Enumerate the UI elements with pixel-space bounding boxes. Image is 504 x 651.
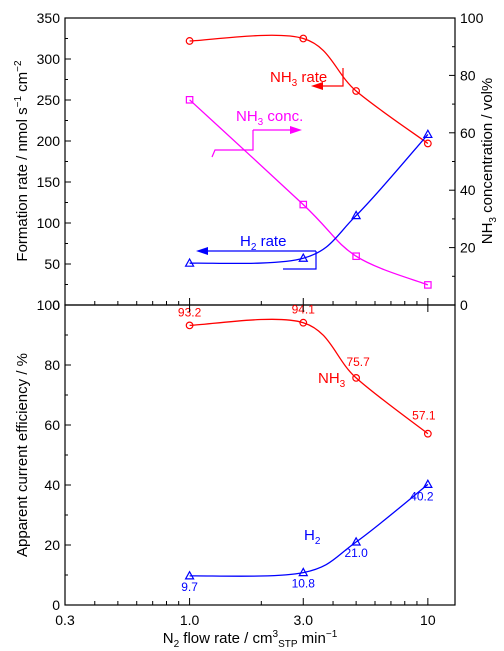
y-tick-label-bottom-3: 60 <box>44 417 60 433</box>
data-point-2-2 <box>351 210 362 220</box>
data-point-0-2 <box>352 374 361 382</box>
y-axis-title-top: Formation rate / nmol s−1 cm−2 <box>13 60 31 262</box>
data-label-1-1: 10.8 <box>292 577 316 591</box>
series-line-0 <box>189 318 429 435</box>
data-point-1-0 <box>185 95 194 104</box>
nh3-conc-arrowhead <box>290 126 302 134</box>
top-annotations: NH3 rate NH3 conc. H2 rate <box>196 68 344 270</box>
y-tick-label-bottom-2: 40 <box>44 477 60 493</box>
annotation-h2-rate: H2 rate <box>240 233 286 253</box>
data-point-1-3 <box>424 281 432 289</box>
y-tick-label-bottom-1: 20 <box>44 537 60 553</box>
data-point-2-1 <box>298 252 309 262</box>
y-tick-label-bottom-4: 80 <box>44 357 60 373</box>
chart-ticks: 0501001502002503003500204060801000204060… <box>37 10 484 628</box>
y2-axis-title: NH3 concentration / vol% <box>479 78 499 244</box>
data-point-0-3 <box>423 429 432 438</box>
y2-tick-label-0: 0 <box>460 297 468 313</box>
h2-rate-arrow <box>283 251 317 270</box>
data-point-0-0 <box>185 321 194 330</box>
chart-marks: 93.2 94.175.757.19.7 10.821.040.2 <box>178 34 436 594</box>
data-point-1-1 <box>299 200 308 209</box>
y2-tick-label-1: 20 <box>460 240 476 256</box>
bottom-plot-frame <box>64 304 456 606</box>
y-tick-label-top-5: 250 <box>37 92 61 108</box>
data-point-1-1 <box>298 567 309 577</box>
annotation-h2: H2 <box>304 527 321 547</box>
y-tick-label-top-1: 50 <box>44 256 60 272</box>
annotation-nh3: NH3 <box>318 370 346 390</box>
series-line-0 <box>189 34 429 145</box>
data-point-0-3 <box>423 139 432 148</box>
y-tick-label-top-0: 0 <box>52 297 60 313</box>
nh3-rate-arrow <box>323 68 344 87</box>
nh3-conc-arrow <box>211 130 254 158</box>
data-point-1-2 <box>352 252 360 261</box>
data-point-0-1 <box>299 318 308 327</box>
data-point-1-2 <box>351 536 362 546</box>
series-line-2 <box>189 133 429 265</box>
x-tick-label-3: 10 <box>420 612 436 628</box>
data-point-0-0 <box>185 37 194 45</box>
top-plot-frame <box>64 17 456 306</box>
data-point-2-3 <box>422 129 433 139</box>
data-point-1-3 <box>422 478 433 488</box>
annotation-nh3-conc: NH3 conc. <box>236 108 303 128</box>
data-point-0-2 <box>352 87 361 95</box>
nh3-rate-arrowhead <box>311 82 323 90</box>
data-label-0-3: 57.1 <box>412 409 436 423</box>
h2-rate-arrowhead <box>196 247 208 255</box>
data-label-0-2: 75.7 <box>346 355 370 369</box>
x-tick-label-2: 3.0 <box>294 612 314 628</box>
y-tick-label-bottom-5: 100 <box>37 297 61 313</box>
y-axis-title-bottom: Apparent current efficiency / % <box>14 353 31 557</box>
data-label-1-2: 21.0 <box>344 546 368 560</box>
data-point-2-0 <box>184 257 195 267</box>
y-tick-label-bottom-0: 0 <box>52 597 60 613</box>
data-label-0-0: 93.2 <box>178 305 202 319</box>
y-tick-label-top-2: 100 <box>37 215 61 231</box>
x-tick-label-1: 1.0 <box>180 612 200 628</box>
y2-tick-label-5: 100 <box>460 10 484 26</box>
data-point-0-1 <box>299 34 308 43</box>
y-tick-label-top-6: 300 <box>37 51 61 67</box>
data-label-1-3: 40.2 <box>410 489 434 503</box>
series-line-1 <box>189 99 429 286</box>
data-point-1-0 <box>184 570 195 580</box>
y2-tick-label-2: 40 <box>460 182 476 198</box>
y2-tick-label-3: 60 <box>460 125 476 141</box>
x-axis-title: N2 flow rate / cm3STP min−1 <box>163 629 338 650</box>
annotation-nh3-rate: NH3 rate <box>270 69 327 89</box>
bottom-annotations: NH3 H2 <box>304 370 346 547</box>
series-line-1 <box>189 483 429 577</box>
y-tick-label-top-3: 150 <box>37 174 61 190</box>
data-label-1-0: 9.7 <box>181 580 198 594</box>
y-tick-label-top-7: 350 <box>37 10 61 26</box>
x-tick-label-0: 0.3 <box>55 612 75 628</box>
y-tick-label-top-4: 200 <box>37 133 61 149</box>
y2-tick-label-4: 80 <box>460 67 476 83</box>
